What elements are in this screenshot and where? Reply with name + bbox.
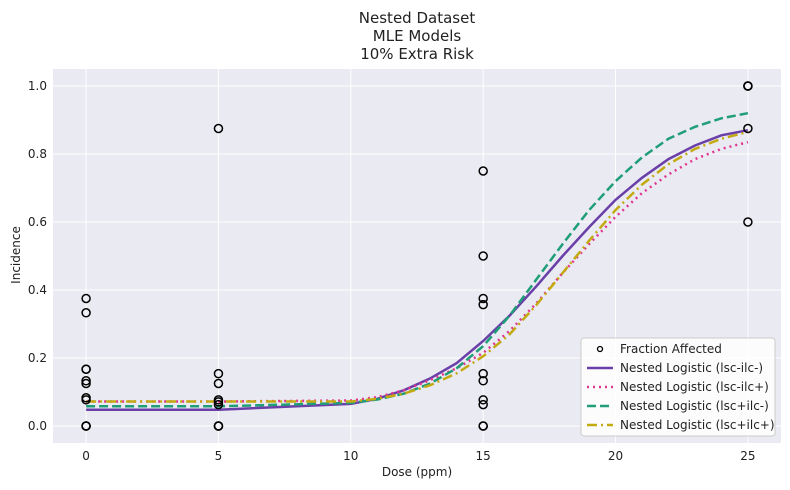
- x-axis-ticks: 0 5 10 15 20 25: [82, 449, 755, 463]
- data-point: [478, 299, 488, 310]
- legend-label: Fraction Affected: [620, 342, 722, 356]
- x-tick-label: 25: [740, 449, 755, 463]
- legend-label: Nested Logistic (lsc-ilc+): [620, 380, 769, 394]
- data-point: [213, 368, 224, 379]
- chart-title-line-1: Nested Dataset: [359, 9, 476, 27]
- data-point: [478, 395, 488, 405]
- chart-title-line-2: MLE Models: [373, 27, 462, 45]
- x-tick-label: 5: [215, 449, 223, 463]
- y-tick-label: 0.4: [28, 283, 47, 297]
- chart-title-line-3: 10% Extra Risk: [360, 45, 474, 63]
- data-point: [213, 378, 224, 389]
- data-point: [81, 421, 91, 431]
- legend: Fraction Affected Nested Logistic (lsc-il…: [580, 337, 776, 437]
- legend-marker: [596, 345, 604, 353]
- scatter-points: [81, 81, 753, 431]
- x-axis-label: Dose (ppm): [382, 465, 452, 479]
- data-point: [478, 376, 488, 386]
- data-point: [478, 293, 488, 304]
- x-tick-label: 0: [82, 449, 90, 463]
- y-tick-label: 0.2: [28, 351, 47, 365]
- data-point: [81, 364, 91, 374]
- data-point: [213, 399, 224, 410]
- data-point: [478, 399, 488, 410]
- data-point: [478, 421, 488, 431]
- y-tick-label: 0.8: [28, 147, 47, 161]
- y-axis-label: Incidence: [9, 226, 23, 284]
- data-point: [743, 81, 753, 91]
- legend-label: Nested Logistic (lsc-ilc-): [620, 361, 763, 375]
- data-point: [81, 308, 91, 318]
- x-tick-label: 15: [476, 449, 491, 463]
- data-point: [81, 395, 91, 405]
- data-point: [81, 376, 91, 386]
- data-point: [743, 123, 753, 134]
- data-point: [478, 251, 488, 261]
- y-tick-label: 0.6: [28, 215, 47, 229]
- data-point: [213, 397, 224, 407]
- chart-title: Nested Dataset MLE Models 10% Extra Risk: [359, 9, 476, 63]
- data-point: [213, 123, 224, 134]
- data-point: [743, 217, 753, 227]
- data-point: [81, 293, 91, 304]
- y-tick-label: 1.0: [28, 79, 47, 93]
- x-tick-label: 20: [608, 449, 623, 463]
- data-point: [478, 166, 488, 176]
- legend-label: Nested Logistic (lsc+ilc-): [620, 399, 769, 413]
- data-point: [213, 421, 224, 431]
- data-point: [478, 368, 488, 379]
- x-tick-label: 10: [343, 449, 358, 463]
- y-axis-ticks: 0.0 0.2 0.4 0.6 0.8 1.0: [28, 79, 47, 433]
- data-point: [81, 378, 91, 389]
- legend-label: Nested Logistic (lsc+ilc+): [620, 418, 775, 432]
- legend-box: [580, 337, 776, 437]
- y-tick-label: 0.0: [28, 419, 47, 433]
- series-lines: [86, 111, 749, 411]
- series-line: [86, 130, 749, 403]
